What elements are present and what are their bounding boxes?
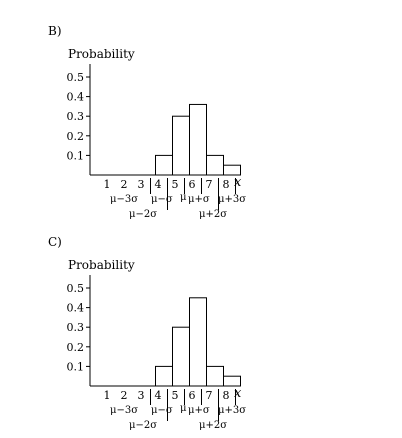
mu-label: μ (180, 403, 187, 414)
sigma-annotation: μ−2σ (129, 420, 157, 431)
y-tick-label: 0.4 (67, 302, 85, 315)
sigma-annotation: μ−3σ (110, 405, 138, 416)
bar (155, 154, 173, 176)
chart-b: Probability 0.5 0.4 0.3 0.2 0.1 1 2 3 4 5 6 7 8 x μ μ−3σ… (67, 47, 247, 220)
mu-label: μ (180, 192, 187, 203)
x-tick-label: 7 (206, 389, 213, 402)
bar (172, 326, 190, 387)
bar (223, 164, 241, 176)
bar (189, 297, 207, 387)
bar (189, 103, 207, 176)
x-axis-label: x (234, 175, 242, 190)
x-tick-label: 4 (155, 178, 162, 191)
chart-c: Probability 0.5 0.4 0.3 0.2 0.1 1 2 3 4 5 6 7 8 x μ μ−3σ… (67, 258, 247, 431)
sigma-annotation: μ+2σ (199, 420, 227, 431)
x-tick-label: 4 (155, 389, 162, 402)
y-tick-label: 0.1 (67, 360, 85, 373)
y-tick-label: 0.2 (67, 341, 85, 354)
sigma-annotation: μ+σ (188, 405, 210, 416)
y-tick-label: 0.3 (67, 321, 85, 334)
sigma-annotation: μ+3σ (218, 194, 246, 205)
x-tick-label: 2 (121, 178, 128, 191)
panel-label-b: B) (48, 24, 62, 38)
x-tick-label: 3 (138, 389, 145, 402)
bar (172, 115, 190, 176)
sigma-annotation: μ+3σ (218, 405, 246, 416)
sigma-annotation: μ−3σ (110, 194, 138, 205)
bar (155, 365, 173, 387)
sigma-annotation: μ−2σ (129, 209, 157, 220)
bar (206, 154, 224, 176)
x-tick-label: 8 (223, 389, 230, 402)
x-tick-label: 1 (104, 178, 111, 191)
x-tick-label: 6 (189, 389, 196, 402)
x-tick-label: 7 (206, 178, 213, 191)
x-tick-label: 5 (172, 389, 179, 402)
sigma-annotation: μ+σ (188, 194, 210, 205)
sigma-annotation: μ−σ (151, 194, 173, 205)
bar (223, 375, 241, 387)
y-tick-label: 0.1 (67, 149, 85, 162)
panel-label-c: C) (48, 235, 62, 249)
x-tick-label: 3 (138, 178, 145, 191)
x-tick-label: 6 (189, 178, 196, 191)
x-tick-label: 8 (223, 178, 230, 191)
y-tick-label: 0.5 (67, 71, 85, 84)
sigma-annotation: μ+2σ (199, 209, 227, 220)
y-tick-label: 0.3 (67, 110, 85, 123)
x-tick-label: 2 (121, 389, 128, 402)
y-tick-label: 0.2 (67, 130, 85, 143)
y-axis-label: Probability (68, 258, 135, 272)
bar (206, 365, 224, 387)
y-axis-label: Probability (68, 47, 135, 61)
sigma-annotation: μ−σ (151, 405, 173, 416)
x-axis-label: x (234, 386, 242, 401)
x-tick-label: 1 (104, 389, 111, 402)
x-tick-label: 5 (172, 178, 179, 191)
y-tick-label: 0.4 (67, 91, 85, 104)
y-tick-label: 0.5 (67, 282, 85, 295)
